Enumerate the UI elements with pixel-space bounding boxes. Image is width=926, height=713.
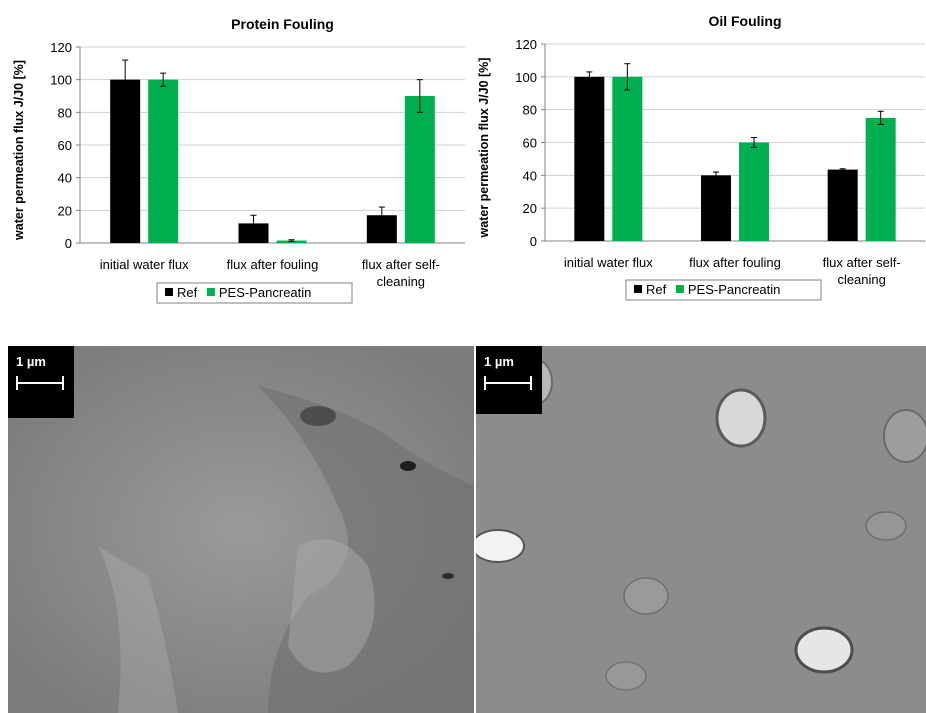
legend: Ref PES-Pancreatin — [156, 282, 353, 304]
x-tick-label: flux after fouling — [689, 255, 781, 270]
y-tick-label: 40 — [58, 171, 72, 186]
y-axis-label: water permeation flux J/J0 [%] — [477, 58, 491, 239]
y-tick-label: 20 — [58, 203, 72, 218]
y-tick-label: 80 — [58, 105, 72, 120]
y-tick-label: 60 — [523, 136, 537, 151]
y-tick-label: 100 — [50, 73, 72, 88]
legend-label: PES-Pancreatin — [219, 285, 312, 300]
chart-title: Oil Fouling — [708, 13, 781, 29]
y-tick-label: 120 — [50, 40, 72, 55]
y-tick-label: 40 — [523, 168, 537, 183]
scale-bar-label: 1 µm — [484, 354, 514, 369]
legend-box — [625, 279, 822, 301]
x-tick-label: flux after self- — [362, 257, 440, 272]
y-tick-label: 20 — [523, 201, 537, 216]
scale-bar-left: 1 µm — [8, 346, 74, 418]
sem-image-protein: 1 µm — [8, 346, 474, 713]
scale-bar-tick — [484, 376, 486, 390]
y-tick-label: 0 — [65, 236, 72, 251]
y-tick-label: 60 — [58, 138, 72, 153]
x-tick-label: cleaning — [377, 274, 425, 289]
bar-pes-pancreatin — [404, 96, 435, 243]
x-tick-label: initial water flux — [100, 257, 189, 272]
legend-swatch — [675, 285, 684, 293]
legend-label: Ref — [646, 282, 667, 297]
legend-label: Ref — [177, 285, 198, 300]
bar-pes-pancreatin — [612, 76, 643, 241]
bar-pes-pancreatin — [739, 142, 769, 241]
y-tick-label: 120 — [515, 37, 537, 52]
y-axis-label: water permeation flux J/J0 [%] — [12, 60, 26, 241]
bar-pes-pancreatin — [865, 117, 896, 241]
x-tick-label: cleaning — [837, 272, 885, 287]
bar-pes-pancreatin — [148, 79, 179, 244]
y-tick-label: 100 — [515, 70, 537, 85]
legend-label: PES-Pancreatin — [688, 282, 781, 297]
scale-bar-right: 1 µm — [476, 346, 542, 414]
legend-swatch — [206, 288, 215, 296]
bar-ref — [110, 79, 141, 244]
scale-bar-tick — [62, 376, 64, 390]
scale-bar-line — [16, 382, 64, 384]
oil-fouling-chart: Oil Fouling 0 20 40 60 80 100 120 water permeati… — [477, 13, 925, 301]
legend-swatch — [634, 285, 642, 293]
scale-bar-tick — [16, 376, 18, 390]
scale-bar-label: 1 µm — [16, 354, 46, 369]
x-tick-label: flux after self- — [823, 255, 901, 270]
sem-image-oil: 1 µm — [476, 346, 926, 713]
legend-swatch — [165, 288, 173, 296]
bar-ref — [701, 175, 731, 241]
x-tick-label: initial water flux — [564, 255, 653, 270]
x-tick-label: flux after fouling — [227, 257, 319, 272]
protein-fouling-chart: Protein Fouling 0 20 40 60 80 100 120 water perm… — [12, 16, 465, 304]
y-tick-label: 80 — [523, 103, 537, 118]
sem-texture-oil — [476, 346, 926, 713]
chart-title: Protein Fouling — [231, 16, 334, 32]
scale-bar-tick — [530, 376, 532, 390]
bar-ref — [238, 223, 269, 243]
sem-texture-protein — [8, 346, 474, 713]
scale-bar-line — [484, 382, 532, 384]
legend-box — [156, 282, 353, 304]
legend: Ref PES-Pancreatin — [625, 279, 822, 301]
y-tick-label: 0 — [530, 234, 537, 249]
bar-ref — [574, 76, 605, 241]
bar-ref — [827, 169, 858, 241]
